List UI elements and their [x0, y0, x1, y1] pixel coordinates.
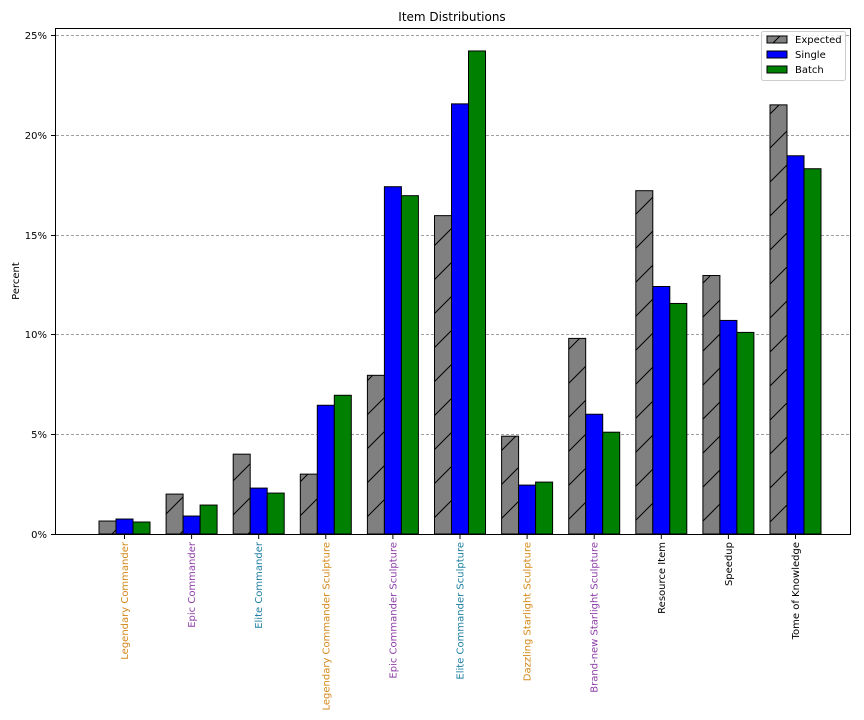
- bar-single: [585, 413, 604, 535]
- legend-label: Expected: [795, 35, 842, 46]
- x-tick-label: Elite Commander: [254, 541, 265, 629]
- y-tick-label: 25%: [25, 31, 47, 42]
- bar-single: [719, 319, 738, 535]
- bar-expected: [165, 493, 184, 535]
- x-tick-label: Epic Commander: [187, 541, 198, 628]
- bar-expected: [769, 104, 788, 535]
- bar-expected: [434, 215, 452, 535]
- y-tick-label: 10%: [25, 330, 47, 341]
- y-tick-label: 5%: [31, 430, 47, 441]
- bar-expected: [98, 520, 117, 535]
- legend-swatch-single: [766, 50, 788, 59]
- bar-expected: [299, 473, 318, 535]
- bar-batch: [602, 431, 621, 535]
- x-tick-label: Elite Commander Sculpture: [456, 542, 467, 680]
- y-tick-label: 0%: [31, 530, 47, 541]
- bar-single: [383, 186, 402, 535]
- axes-frame: [55, 28, 851, 535]
- bar-batch: [132, 521, 151, 535]
- bar-expected: [568, 337, 587, 535]
- x-axis: Legendary Commander Epic Commander Elite C…: [120, 534, 802, 711]
- bar-single: [115, 518, 134, 535]
- x-tick-label: Resource Item: [657, 542, 668, 614]
- legend-label: Batch: [795, 65, 824, 76]
- bar-single: [182, 515, 201, 535]
- y-tick-label: 20%: [25, 131, 47, 142]
- y-axis: 0% 5% 10% 15% 20% 25%: [25, 31, 55, 541]
- bar-single: [518, 484, 537, 535]
- bar-batch: [535, 481, 554, 535]
- bar-series: [98, 50, 822, 535]
- y-axis-label: Percent: [11, 262, 22, 300]
- legend: Expected Single Batch: [761, 31, 846, 81]
- x-tick-label: Epic Commander Sculpture: [388, 542, 399, 679]
- bar-expected: [635, 190, 654, 535]
- bar-single: [652, 285, 671, 535]
- bar-expected: [366, 374, 385, 535]
- legend-swatch-batch: [766, 65, 788, 74]
- legend-swatch-expected: [766, 35, 788, 44]
- bar-single: [249, 487, 268, 535]
- bar-single: [316, 404, 335, 535]
- bar-single: [786, 155, 805, 535]
- bar-expected: [232, 453, 251, 535]
- bar-batch: [803, 168, 822, 535]
- legend-label: Single: [795, 50, 826, 61]
- bar-batch: [669, 302, 688, 535]
- bar-expected: [501, 435, 520, 535]
- bar-single: [451, 103, 469, 535]
- x-tick-label: Dazzling Starlight Sculpture: [523, 542, 534, 681]
- bar-batch: [736, 331, 755, 535]
- bar-batch: [333, 394, 352, 535]
- bar-expected: [702, 275, 721, 535]
- x-tick-label: Speedup: [724, 542, 735, 586]
- bar-batch: [400, 195, 419, 535]
- x-tick-label: Legendary Commander Sculpture: [321, 542, 332, 711]
- bar-batch: [199, 504, 218, 535]
- chart-title: Item Distributions: [398, 10, 505, 24]
- bar-batch: [266, 492, 285, 535]
- x-tick-label: Brand-new Starlight Sculpture: [590, 542, 601, 693]
- x-tick-label: Legendary Commander: [120, 541, 131, 660]
- y-tick-label: 15%: [25, 231, 47, 242]
- bar-batch: [468, 50, 486, 535]
- x-tick-label: Tome of Knowledge: [791, 542, 802, 640]
